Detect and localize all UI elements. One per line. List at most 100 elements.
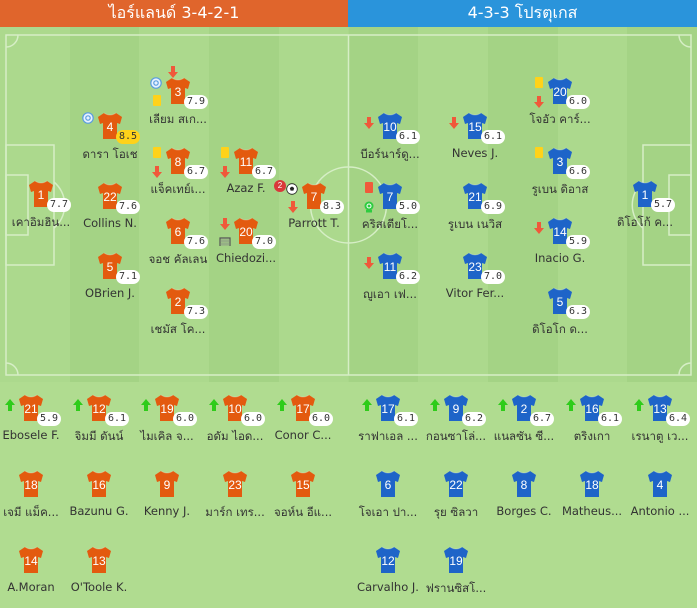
player-name[interactable]: แนลซัน ซี... — [493, 429, 555, 443]
player-name[interactable]: Inacio G. — [534, 251, 586, 265]
player-name[interactable]: มาร์ก เทร... — [205, 505, 265, 519]
player-name[interactable]: จิมมี ดันน์ — [74, 429, 124, 443]
player-name[interactable]: OBrien J. — [85, 286, 135, 300]
player-name[interactable]: ดิโอโก้ ค... — [616, 215, 673, 229]
player-name[interactable]: ฟรานซิสโ... — [425, 581, 487, 595]
player-card[interactable]: 4 8.5 ดารา โอเช — [70, 112, 150, 172]
player-name[interactable]: ตริงเกา — [573, 429, 611, 443]
player-name[interactable]: ไมเคิล จ... — [140, 429, 194, 443]
player-card[interactable]: 7 5.0 คริสเตียโ... — [350, 182, 430, 242]
shirt-number: 14 — [553, 225, 567, 239]
player-card[interactable]: 13 O'Toole K. — [59, 546, 139, 606]
player-card[interactable]: 6 โจเอา ปา... — [348, 470, 428, 530]
player-card[interactable]: 10 6.1 บีอร์นาร์ดู... — [350, 112, 430, 172]
player-card[interactable]: 2 7.3 เชมัส โค... — [138, 287, 218, 347]
player-card[interactable]: 7 8.3 Parrott T. 2 — [274, 180, 354, 242]
player-name[interactable]: Conor C... — [274, 428, 332, 442]
player-card[interactable]: 3 6.6 รูเบน ดิอาส — [520, 147, 600, 207]
player-card[interactable]: 21 5.9 Ebosele F. — [0, 394, 71, 454]
player-name[interactable]: ดารา โอเช — [82, 147, 138, 161]
player-card[interactable]: 12 Carvalho J. — [348, 546, 428, 606]
player-card[interactable]: 12 6.1 จิมมี ดันน์ — [59, 394, 139, 454]
player-name[interactable]: รุย ซิลวา — [433, 505, 479, 519]
player-name[interactable]: Vitor Fer... — [445, 286, 505, 300]
player-name[interactable]: คริสเตียโ... — [361, 217, 419, 231]
player-name[interactable]: เชมัส โค... — [150, 322, 206, 336]
player-name[interactable]: เจมี แม็ค... — [3, 505, 59, 519]
player-card[interactable]: 8 Borges C. — [484, 470, 564, 530]
player-name[interactable]: เคาอิมฮิน... — [11, 215, 71, 229]
player-card[interactable]: 18 Matheus... — [552, 470, 632, 530]
player-card[interactable]: 6 7.6 จอช คัลเลน — [138, 217, 218, 277]
player-name[interactable]: จอห์น อีแ... — [273, 505, 333, 519]
player-card[interactable]: 15 6.1 Neves J. — [435, 112, 515, 172]
player-name[interactable]: รูเบน ดิอาส — [531, 182, 589, 196]
player-card[interactable]: 11 6.7 Azaz F. — [206, 147, 286, 207]
shirt-number: 22 — [449, 478, 463, 492]
player-name[interactable]: เลียม สเก... — [149, 112, 207, 126]
player-card[interactable]: 17 6.1 ราฟาเอล ... — [348, 394, 428, 454]
player-card[interactable]: 16 Bazunu G. — [59, 470, 139, 530]
player-name[interactable]: โจเอา ปา... — [358, 505, 418, 519]
player-card[interactable]: 13 6.4 เรนาตู เว... — [620, 394, 697, 454]
player-card[interactable]: 10 6.0 อดัม ไอด... — [195, 394, 275, 454]
player-name[interactable]: ญูเอา เฟ... — [363, 287, 417, 301]
player-name[interactable]: A.Moran — [7, 580, 55, 594]
player-name[interactable]: Azaz F. — [226, 181, 266, 195]
player-name[interactable]: อดัม ไอด... — [206, 429, 264, 443]
away-team-title[interactable]: 4-3-3 โปรตุเกส — [348, 0, 697, 27]
player-card[interactable]: 1 5.7 ดิโอโก้ ค... — [605, 180, 685, 240]
player-card[interactable]: 14 A.Moran — [0, 546, 71, 606]
player-name[interactable]: Ebosele F. — [2, 428, 60, 442]
player-name[interactable]: Borges C. — [496, 504, 552, 518]
player-card[interactable]: 20 7.0 Chiedozi... — [206, 217, 286, 277]
player-card[interactable]: 9 6.2 กอนซาโล่... — [416, 394, 496, 454]
sub-out-arrow-icon — [220, 215, 230, 230]
player-card[interactable]: 19 ฟรานซิสโ... — [416, 546, 496, 606]
player-name[interactable]: แจ็คเทย์เ... — [150, 182, 206, 196]
player-card[interactable]: 16 6.1 ตริงเกา — [552, 394, 632, 454]
yellow-card-icon — [153, 147, 161, 158]
player-name[interactable]: Kenny J. — [143, 504, 191, 518]
player-card[interactable]: 21 6.9 รูเบน เนวิส — [435, 182, 515, 242]
player-name[interactable]: Bazunu G. — [69, 504, 129, 518]
player-name[interactable]: Parrott T. — [288, 216, 340, 230]
player-name[interactable]: O'Toole K. — [70, 580, 128, 594]
player-name[interactable]: Carvalho J. — [357, 580, 419, 594]
player-name[interactable]: โจอัว คาร์... — [529, 112, 591, 126]
player-card[interactable]: 1 7.7 เคาอิมฮิน... — [1, 180, 81, 240]
player-card[interactable]: 15 จอห์น อีแ... — [263, 470, 343, 530]
player-card[interactable]: 11 6.2 ญูเอา เฟ... — [350, 252, 430, 312]
home-team-title[interactable]: ไอร์แลนด์ 3-4-2-1 — [0, 0, 348, 27]
player-card[interactable]: 9 Kenny J. — [127, 470, 207, 530]
player-card[interactable]: 23 มาร์ก เทร... — [195, 470, 275, 530]
player-name[interactable]: Neves J. — [451, 146, 499, 160]
player-card[interactable]: 22 รุย ซิลวา — [416, 470, 496, 530]
player-card[interactable]: 8 6.7 แจ็คเทย์เ... — [138, 147, 218, 207]
player-card[interactable]: 19 6.0 ไมเคิล จ... — [127, 394, 207, 454]
player-name[interactable]: ราฟาเอล ... — [358, 429, 418, 443]
player-card[interactable]: 2 6.7 แนลซัน ซี... — [484, 394, 564, 454]
player-name[interactable]: รูเบน เนวิส — [447, 217, 503, 231]
player-card[interactable]: 20 6.0 โจอัว คาร์... — [520, 77, 600, 137]
player-card[interactable]: 3 7.9 เลียม สเก... — [138, 66, 218, 137]
player-name[interactable]: กอนซาโล่... — [425, 429, 487, 443]
player-card[interactable]: 14 5.9 Inacio G. — [520, 217, 600, 277]
player-card[interactable]: 22 7.6 Collins N. — [70, 182, 150, 242]
player-card[interactable]: 5 6.3 ดิโอโก ด... — [520, 287, 600, 347]
player-card[interactable]: 4 Antonio ... — [620, 470, 697, 530]
player-name[interactable]: เรนาตู เว... — [631, 429, 689, 443]
player-name[interactable]: บีอร์นาร์ดู... — [360, 147, 420, 161]
player-name[interactable]: Matheus... — [561, 504, 623, 518]
player-card[interactable]: 5 7.1 OBrien J. — [70, 252, 150, 312]
player-rating: 5.0 — [396, 200, 421, 214]
shirt-number: 22 — [103, 190, 117, 204]
player-card[interactable]: 17 6.0 Conor C... — [263, 394, 343, 454]
player-name[interactable]: จอช คัลเลน — [148, 252, 208, 266]
player-name[interactable]: ดิโอโก ด... — [532, 322, 588, 336]
player-name[interactable]: Antonio ... — [630, 504, 690, 518]
player-card[interactable]: 23 7.0 Vitor Fer... — [435, 252, 515, 312]
player-name[interactable]: Collins N. — [83, 216, 137, 230]
player-card[interactable]: 18 เจมี แม็ค... — [0, 470, 71, 530]
player-name[interactable]: Chiedozi... — [215, 251, 277, 265]
